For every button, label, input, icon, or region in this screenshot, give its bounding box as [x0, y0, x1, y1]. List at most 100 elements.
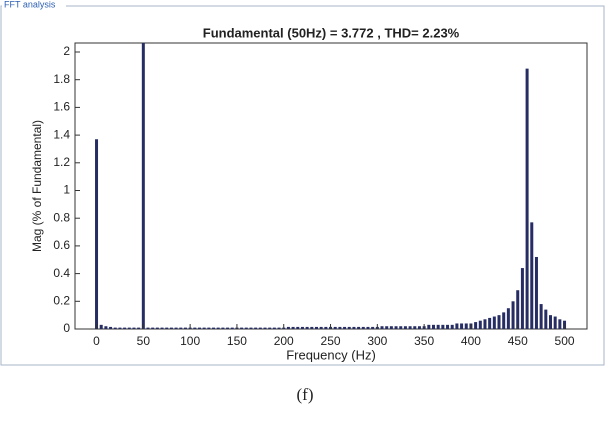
bar [123, 327, 127, 329]
bar [319, 326, 323, 329]
bar [193, 327, 197, 329]
bar [553, 316, 557, 329]
bar [389, 326, 393, 329]
bar [366, 326, 370, 329]
panel-label-bg [2, 0, 66, 11]
bar [132, 327, 136, 329]
bar [146, 327, 150, 329]
y-tick-label: 1.4 [53, 127, 70, 141]
bar [263, 327, 267, 329]
bar [427, 324, 431, 329]
x-tick-label: 300 [367, 334, 387, 348]
bar [160, 327, 164, 329]
bar [436, 324, 440, 329]
x-tick-label: 150 [227, 334, 247, 348]
bar [483, 319, 487, 329]
bar [95, 139, 99, 329]
bar [230, 327, 234, 329]
bar [183, 327, 187, 329]
bar [446, 324, 450, 329]
y-tick-label: 0.2 [53, 293, 70, 307]
caption: (f) [297, 385, 314, 404]
y-tick-label: 1.8 [53, 72, 70, 86]
bar [380, 326, 384, 329]
bar [455, 323, 459, 329]
y-tick-label: 1.2 [53, 155, 70, 169]
bar [240, 327, 244, 329]
bar [441, 324, 445, 329]
bar [558, 319, 562, 329]
y-tick-label: 0.8 [53, 210, 70, 224]
x-tick-label: 400 [461, 334, 481, 348]
bar [548, 315, 552, 329]
chart-title: Fundamental (50Hz) = 3.772 , THD= 2.23% [203, 25, 460, 40]
bar [544, 309, 548, 329]
bar [272, 327, 276, 329]
bar [488, 317, 492, 329]
bar [151, 327, 155, 329]
bar [343, 326, 347, 329]
bar [506, 308, 510, 329]
bar [137, 327, 141, 329]
bar [502, 312, 506, 329]
bar [338, 326, 342, 329]
bar [113, 327, 117, 329]
bar [399, 326, 403, 329]
y-tick-label: 0.6 [53, 238, 70, 252]
bar [520, 268, 524, 329]
bar [216, 327, 220, 329]
x-tick-label: 450 [508, 334, 528, 348]
x-tick-label: 0 [93, 334, 100, 348]
bar [417, 326, 421, 329]
y-tick-label: 1 [63, 183, 70, 197]
bar [258, 327, 262, 329]
bar [174, 327, 178, 329]
plot-area [74, 42, 588, 330]
bar [460, 323, 464, 329]
bar [169, 327, 173, 329]
bar [333, 326, 337, 329]
bar [324, 326, 328, 329]
x-tick-label: 350 [414, 334, 434, 348]
bar [394, 326, 398, 329]
bar [277, 327, 281, 329]
x-tick-label: 100 [180, 334, 200, 348]
bar [212, 327, 216, 329]
bar [474, 322, 478, 329]
x-tick-label: 200 [274, 334, 294, 348]
bar [525, 68, 529, 329]
bar [464, 323, 468, 329]
x-axis-label: Frequency (Hz) [286, 347, 376, 362]
bar [291, 326, 295, 329]
bar [249, 327, 253, 329]
bar [352, 326, 356, 329]
bar [310, 326, 314, 329]
bar [530, 222, 534, 329]
y-tick-label: 2 [63, 44, 70, 58]
bar [492, 316, 496, 329]
bar [296, 326, 300, 329]
bar [118, 327, 122, 329]
bar [99, 324, 103, 329]
bar [361, 326, 365, 329]
x-tick-label: 500 [555, 334, 575, 348]
bar [104, 326, 108, 329]
bar [127, 327, 131, 329]
bar [371, 326, 375, 329]
bar [254, 327, 258, 329]
y-tick-label: 1.6 [53, 100, 70, 114]
bar [300, 326, 304, 329]
bar [141, 43, 145, 329]
bar [314, 326, 318, 329]
bar [244, 327, 248, 329]
bar [516, 290, 520, 329]
bar [413, 326, 417, 329]
bar [202, 327, 206, 329]
bar [534, 256, 538, 329]
bar [478, 320, 482, 329]
bar [286, 326, 290, 329]
bar [155, 327, 159, 329]
panel-label: FFT analysis [4, 0, 56, 9]
bar [497, 315, 501, 329]
